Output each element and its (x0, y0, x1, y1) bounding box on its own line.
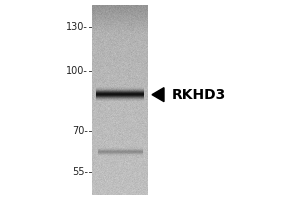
Text: RKHD3: RKHD3 (172, 88, 226, 102)
Polygon shape (152, 88, 164, 102)
Text: 100-: 100- (66, 66, 88, 76)
Text: 130-: 130- (66, 22, 88, 32)
Text: 55-: 55- (72, 167, 88, 177)
Text: 70-: 70- (72, 126, 88, 136)
